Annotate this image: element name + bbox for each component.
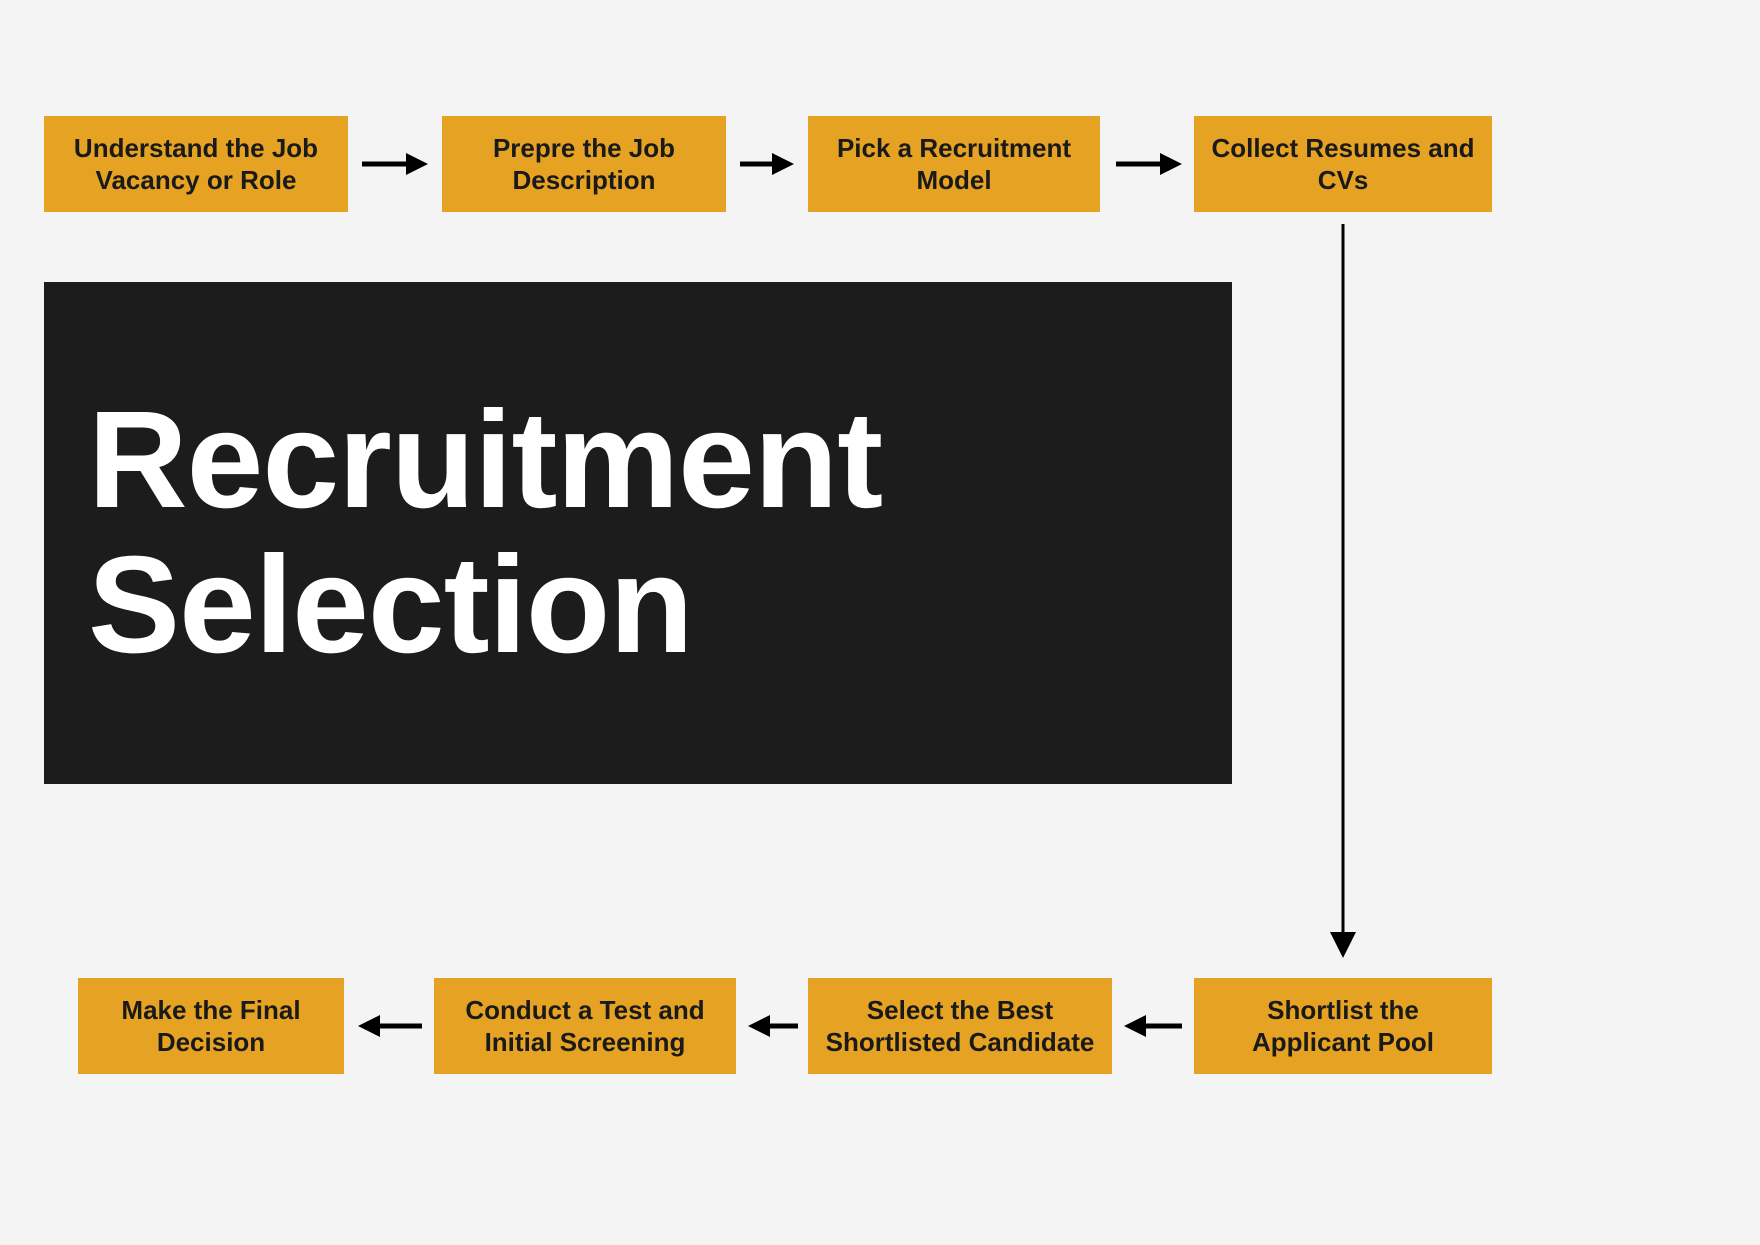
step-label: Prepre the Job Description [458,132,710,197]
step-box-4: Collect Resumes and CVs [1194,116,1492,212]
step-label: Pick a Recruitment Model [824,132,1084,197]
step-label: Conduct a Test and Initial Screening [450,994,720,1059]
arrow-1-2 [360,151,430,177]
step-label: Select the Best Shortlisted Candidate [824,994,1096,1059]
arrow-7-8 [356,1013,424,1039]
arrow-2-3 [738,151,796,177]
diagram-canvas: Understand the Job Vacancy or Role Prepr… [0,0,1760,1245]
arrow-3-4 [1114,151,1184,177]
step-box-8: Make the Final Decision [78,978,344,1074]
step-box-1: Understand the Job Vacancy or Role [44,116,348,212]
arrow-6-7 [746,1013,800,1039]
arrow-5-6 [1122,1013,1184,1039]
step-box-7: Conduct a Test and Initial Screening [434,978,736,1074]
step-label: Shortlist the Applicant Pool [1210,994,1476,1059]
step-box-5: Shortlist the Applicant Pool [1194,978,1492,1074]
title-block: Recruitment Selection [44,282,1232,784]
step-label: Understand the Job Vacancy or Role [60,132,332,197]
step-box-3: Pick a Recruitment Model [808,116,1100,212]
arrow-4-5 [1328,222,1358,960]
step-box-2: Prepre the Job Description [442,116,726,212]
step-box-6: Select the Best Shortlisted Candidate [808,978,1112,1074]
step-label: Collect Resumes and CVs [1210,132,1476,197]
title-line-1: Recruitment [88,388,1212,533]
title-line-2: Selection [88,533,1212,678]
step-label: Make the Final Decision [94,994,328,1059]
